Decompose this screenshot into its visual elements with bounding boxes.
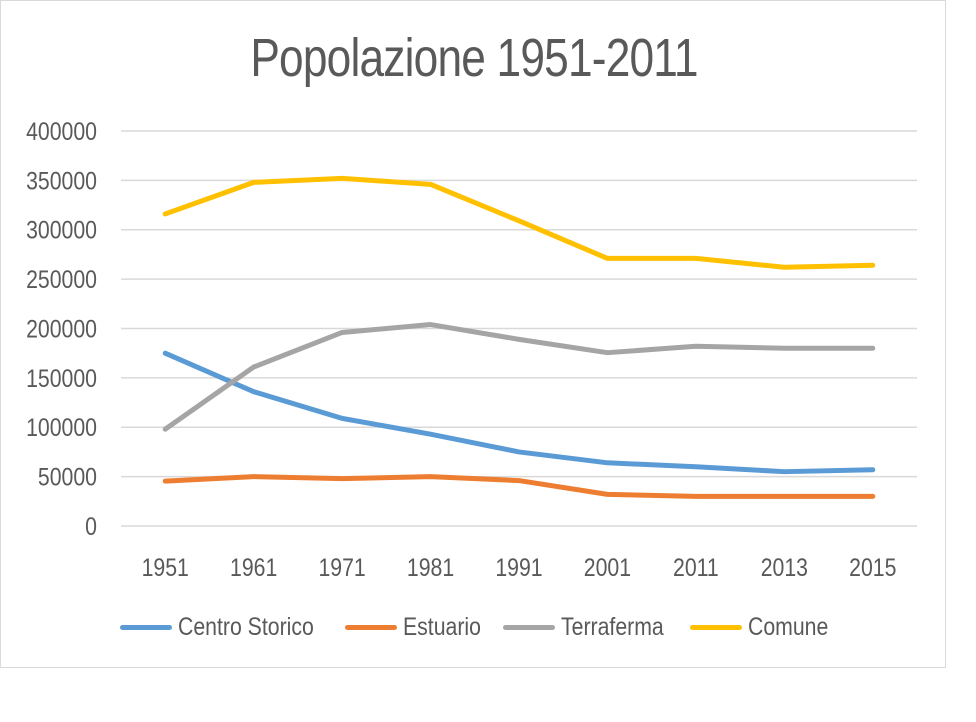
y-tick-label: 100000: [26, 414, 97, 442]
legend-label: Estuario: [403, 613, 482, 641]
x-tick-label: 2015: [849, 553, 896, 581]
y-tick-label: 400000: [26, 117, 97, 145]
y-tick-label: 50000: [38, 463, 97, 491]
legend-swatch: [689, 625, 742, 630]
x-tick-label: 2001: [584, 553, 631, 581]
legend-swatch: [119, 625, 172, 630]
x-tick-label: 1961: [230, 553, 277, 581]
legend: Centro Storico Estuario Terraferma Comune: [1, 613, 947, 642]
y-tick-label: 250000: [26, 265, 97, 293]
y-tick-label: 350000: [26, 167, 97, 195]
y-tick-label: 0: [85, 512, 97, 540]
y-tick-label: 300000: [26, 216, 97, 244]
chart-frame: Popolazione 1951-2011 0 50000 100000 150000…: [0, 0, 946, 668]
y-tick-label: 150000: [26, 364, 97, 392]
legend-swatch: [345, 625, 398, 630]
legend-label: Terraferma: [561, 613, 664, 641]
legend-label: Centro Storico: [177, 613, 314, 641]
legend-item: Comune: [689, 613, 829, 642]
legend-item: Estuario: [345, 613, 481, 642]
chart-title: Popolazione 1951-2011: [250, 28, 698, 88]
x-tick-label: 2013: [761, 553, 808, 581]
series-line-comune: [162, 175, 876, 270]
series-line-terraferma: [162, 322, 876, 432]
legend-item: Terraferma: [503, 613, 668, 642]
legend-label: Comune: [747, 613, 829, 641]
series-line-centro-storico: [162, 350, 876, 475]
x-tick-label: 1991: [495, 553, 542, 581]
legend-swatch: [503, 625, 556, 630]
series-line-estuario: [162, 474, 876, 499]
plot-area: 0 50000 100000 150000 200000 250000 300000 3500…: [26, 117, 917, 581]
x-tick-label: 1951: [142, 553, 189, 581]
x-tick-label: 1981: [407, 553, 454, 581]
x-tick-label: 2011: [673, 553, 719, 581]
x-tick-label: 1971: [318, 553, 365, 581]
legend-item: Centro Storico: [119, 613, 324, 642]
y-tick-label: 200000: [26, 315, 97, 343]
